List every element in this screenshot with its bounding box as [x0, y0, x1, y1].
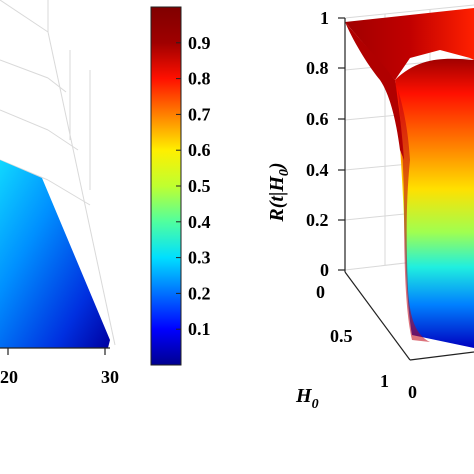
left-panel: 20 30 [0, 0, 119, 387]
colorbar-tick-label: 0.2 [188, 283, 211, 303]
z-tick: 0.4 [306, 160, 329, 180]
x-axis-label: H0 [295, 385, 319, 412]
right-surface-back [345, 8, 474, 80]
right-y-ticks: 0 [408, 382, 417, 402]
z-tick: 0 [320, 260, 329, 280]
colorbar-tick-label: 0.6 [188, 140, 211, 160]
colorbar-tick-label: 0.8 [188, 69, 211, 89]
left-x-tick: 20 [0, 367, 18, 387]
colorbar-tick-label: 0.5 [188, 176, 211, 196]
right-z-ticks: 1 0.8 0.6 0.4 0.2 0 [306, 8, 329, 280]
x-tick: 1 [380, 371, 389, 391]
right-x-ticks: 0 0.5 1 [316, 282, 389, 391]
left-axis [0, 347, 110, 355]
y-tick: 0 [408, 382, 417, 402]
right-surface-fold [398, 90, 430, 342]
colorbar-tick-label: 0.3 [188, 248, 211, 268]
colorbar-tick-label: 0.4 [188, 212, 211, 232]
right-axes [338, 17, 474, 361]
colorbar-tick-label: 0.1 [188, 319, 211, 339]
left-x-tick: 30 [101, 367, 119, 387]
x-tick: 0 [316, 282, 325, 302]
z-tick: 1 [320, 8, 329, 28]
left-x-ticks: 20 30 [0, 367, 119, 387]
left-surface [0, 160, 110, 348]
right-surface-ridge [345, 22, 404, 160]
colorbar-ticks: 0.1 0.2 0.3 0.4 0.5 0.6 0.7 0.8 0.9 [176, 33, 211, 339]
z-axis-label: R(t|H0) [266, 162, 292, 222]
left-gridlines [0, 0, 116, 346]
z-tick: 0.8 [306, 58, 329, 78]
colorbar: 0.1 0.2 0.3 0.4 0.5 0.6 0.7 0.8 0.9 [150, 6, 211, 366]
right-surface-wall [395, 58, 474, 349]
colorbar-tick-label: 0.9 [188, 33, 211, 53]
z-tick: 0.6 [306, 109, 329, 129]
colorbar-tick-label: 0.7 [188, 104, 211, 124]
x-tick: 0.5 [330, 326, 353, 346]
z-tick: 0.2 [306, 210, 329, 230]
right-panel: 1 0.8 0.6 0.4 0.2 0 0 0.5 1 0 R(t|H0) H0 [266, 4, 474, 412]
